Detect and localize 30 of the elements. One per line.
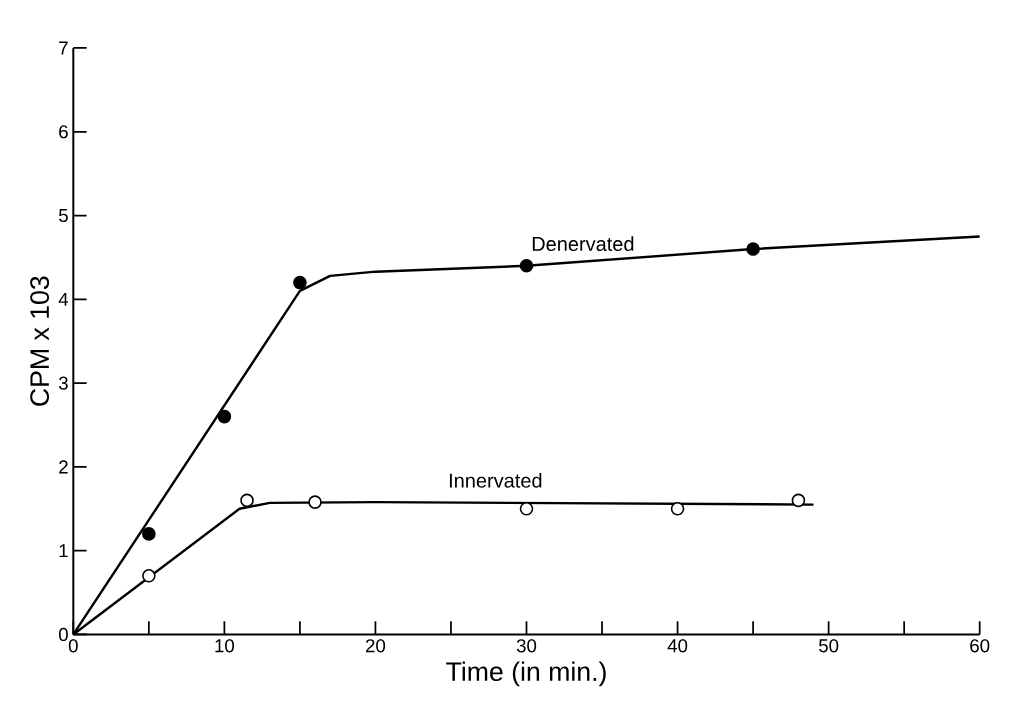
point xyxy=(293,275,307,290)
y-tick-label: 6 xyxy=(59,125,68,139)
y-tick-label: 1 xyxy=(59,544,68,558)
point xyxy=(746,242,760,256)
x-tick-label: 20 xyxy=(366,639,386,653)
y-tick-label: 3 xyxy=(58,376,68,390)
y-tick-label: 0 xyxy=(58,627,68,642)
point xyxy=(670,501,685,516)
x-tick-label: 30 xyxy=(516,639,537,653)
point xyxy=(240,493,254,508)
point xyxy=(519,501,534,516)
y-axis-title: CPM x 103 xyxy=(30,276,50,406)
point xyxy=(308,495,322,509)
y-tick-label: 5 xyxy=(58,208,68,223)
point xyxy=(519,258,534,273)
x-tick-label: 60 xyxy=(970,639,990,653)
y-tick-label: 7 xyxy=(59,41,68,55)
x-tick-label: 40 xyxy=(667,639,688,653)
x-tick-label: 50 xyxy=(819,639,839,653)
y-tick-label: 2 xyxy=(59,460,68,474)
series-label: Innervated xyxy=(449,472,542,488)
point xyxy=(142,568,156,583)
point xyxy=(142,527,156,541)
series-label: Denervated xyxy=(532,236,634,251)
x-tick-label: 0 xyxy=(68,639,78,653)
point xyxy=(217,409,232,424)
point xyxy=(791,493,806,508)
x-axis-title: Time (in min.) xyxy=(446,661,606,687)
y-tick-label: 4 xyxy=(58,292,69,306)
x-tick-label: 10 xyxy=(215,639,235,653)
